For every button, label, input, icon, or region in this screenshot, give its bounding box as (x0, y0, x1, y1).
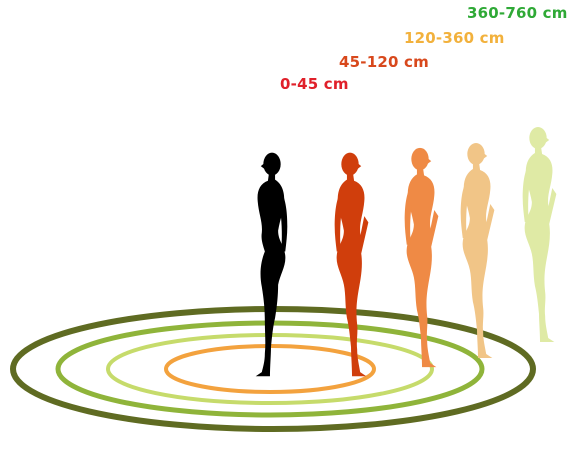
figure-center (255, 152, 288, 377)
figure-public (522, 127, 557, 342)
zone-label-personal: 45-120 cm (339, 53, 429, 71)
zone-label-intimate: 0-45 cm (280, 75, 349, 93)
zone-label-social: 120-360 cm (404, 29, 505, 47)
zone-label-public: 360-760 cm (467, 4, 568, 22)
